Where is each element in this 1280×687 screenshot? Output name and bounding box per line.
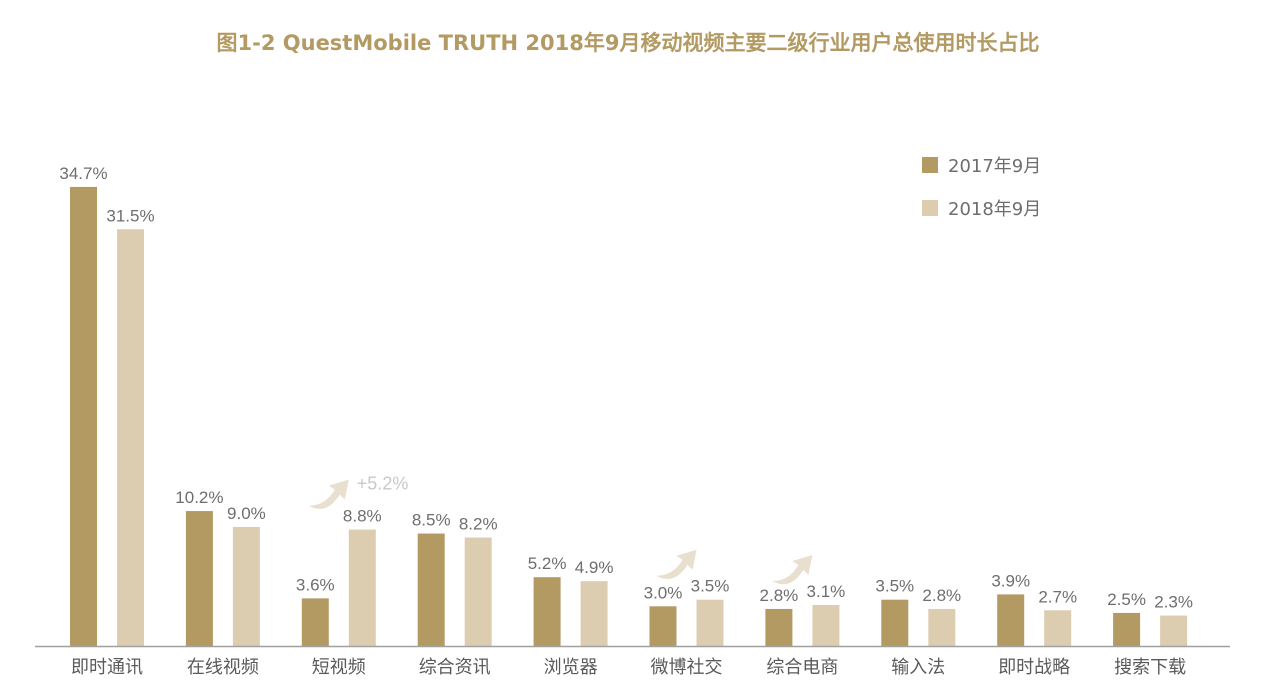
bar-2018-9	[1160, 615, 1188, 646]
bar-2017-1	[185, 511, 213, 646]
value-label: 3.6%	[296, 575, 335, 594]
chart-title: 图1-2 QuestMobile TRUTH 2018年9月移动视频主要二级行业…	[217, 31, 1040, 55]
category-label: 即时战略	[998, 657, 1070, 678]
category-label: 综合资讯	[419, 657, 491, 678]
bars-group	[70, 186, 1188, 646]
up-arrow-icon	[308, 479, 349, 509]
bar-2017-9	[1113, 612, 1141, 646]
bar-2017-0	[70, 186, 97, 646]
bar-2017-8	[997, 594, 1025, 646]
up-arrow-icon	[656, 549, 697, 579]
category-label: 即时通讯	[71, 657, 143, 678]
value-label: 2.5%	[1107, 590, 1146, 609]
value-label: 3.1%	[807, 582, 846, 601]
value-label: 3.5%	[691, 577, 730, 596]
bar-2017-4	[533, 577, 561, 646]
value-label: 31.5%	[106, 206, 154, 225]
value-label: 2.3%	[1154, 593, 1193, 612]
bar-2018-8	[1044, 610, 1072, 646]
category-label: 输入法	[891, 657, 945, 678]
value-label: 4.9%	[575, 558, 614, 577]
value-label: 5.2%	[528, 554, 567, 573]
up-arrow-icon	[772, 554, 813, 585]
category-label: 短视频	[312, 657, 366, 678]
category-label: 搜索下载	[1114, 657, 1186, 678]
bar-2017-2	[301, 598, 329, 646]
value-label: 2.8%	[760, 586, 799, 605]
value-label: 10.2%	[175, 488, 223, 507]
legend-label-2018: 2018年9月	[948, 199, 1041, 220]
category-label: 微博社交	[651, 657, 723, 678]
bar-2017-3	[417, 533, 445, 646]
value-label: 34.7%	[59, 164, 107, 183]
bar-2018-0	[117, 229, 144, 646]
value-label: 3.5%	[875, 577, 914, 596]
bar-2018-3	[464, 537, 492, 646]
bar-2017-6	[765, 608, 793, 646]
bar-2018-5	[696, 599, 724, 646]
bar-2017-5	[649, 606, 677, 646]
value-label: 3.9%	[991, 571, 1030, 590]
value-label: 8.2%	[459, 515, 498, 534]
value-label: 2.8%	[922, 586, 961, 605]
value-label: 3.0%	[644, 583, 683, 602]
bar-2018-1	[232, 526, 260, 646]
value-label: 8.5%	[412, 511, 451, 530]
category-label: 浏览器	[544, 657, 598, 678]
value-label: 2.7%	[1038, 587, 1077, 606]
annotation-label: +5.2%	[357, 474, 409, 494]
category-labels-group: 即时通讯 在线视频 短视频 综合资讯 浏览器 微博社交 综合电商 输入法 即时战略 搜索下载	[71, 657, 1186, 678]
category-label: 在线视频	[187, 657, 259, 678]
value-label: 8.8%	[343, 507, 382, 526]
legend-swatch-2017	[922, 157, 938, 173]
value-label: 9.0%	[227, 504, 266, 523]
legend-label-2017: 2017年9月	[948, 156, 1041, 177]
bar-2018-4	[580, 581, 608, 646]
bar-2018-6	[812, 604, 840, 646]
legend-swatch-2018	[922, 200, 938, 216]
category-label: 综合电商	[766, 657, 838, 678]
bar-2018-7	[928, 608, 956, 646]
legend: 2017年9月 2018年9月	[922, 156, 1041, 220]
bar-2017-7	[881, 599, 909, 646]
bar-2018-2	[348, 529, 376, 646]
annotations-group: +5.2%	[308, 474, 813, 585]
value-labels-group: 34.7% 31.5% 10.2%9.0% 3.6% 8.8% 8.5% 8.2% 5.2% 4…	[59, 164, 1193, 612]
